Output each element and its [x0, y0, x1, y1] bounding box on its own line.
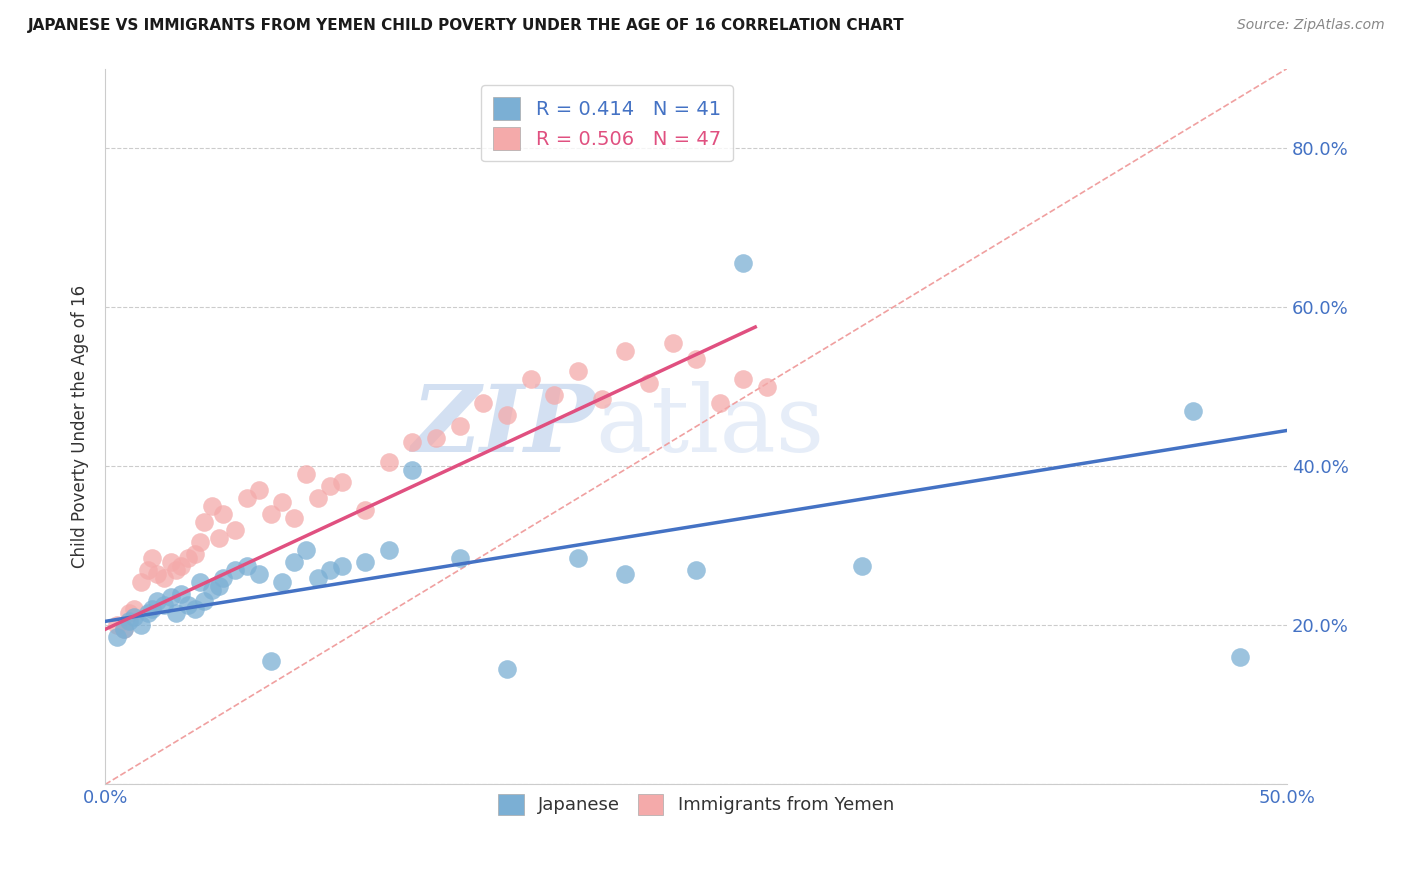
Point — [170, 586, 193, 600]
Point — [160, 555, 183, 569]
Point — [378, 455, 401, 469]
Point — [200, 582, 222, 597]
Point — [160, 591, 183, 605]
Point — [851, 558, 873, 573]
Point — [193, 515, 215, 529]
Point — [354, 555, 377, 569]
Point — [1181, 403, 1204, 417]
Point — [212, 571, 235, 585]
Point — [153, 599, 176, 613]
Point — [146, 566, 169, 581]
Point — [307, 571, 329, 585]
Point — [184, 602, 207, 616]
Point — [638, 376, 661, 390]
Point — [295, 467, 318, 482]
Point — [378, 542, 401, 557]
Point — [496, 662, 519, 676]
Point — [271, 495, 294, 509]
Point — [709, 395, 731, 409]
Point — [295, 542, 318, 557]
Point — [1229, 650, 1251, 665]
Point — [756, 380, 779, 394]
Point — [129, 618, 152, 632]
Point — [283, 511, 305, 525]
Point — [165, 607, 187, 621]
Point — [425, 431, 447, 445]
Point — [188, 574, 211, 589]
Point — [141, 550, 163, 565]
Point — [449, 550, 471, 565]
Point — [136, 563, 159, 577]
Point — [260, 507, 283, 521]
Point — [319, 563, 342, 577]
Point — [260, 654, 283, 668]
Point — [122, 602, 145, 616]
Point — [112, 623, 135, 637]
Point — [519, 372, 541, 386]
Point — [543, 387, 565, 401]
Point — [129, 574, 152, 589]
Point — [146, 594, 169, 608]
Point — [141, 602, 163, 616]
Point — [614, 566, 637, 581]
Text: Source: ZipAtlas.com: Source: ZipAtlas.com — [1237, 18, 1385, 32]
Point — [224, 523, 246, 537]
Point — [591, 392, 613, 406]
Point — [184, 547, 207, 561]
Point — [170, 558, 193, 573]
Point — [136, 607, 159, 621]
Point — [105, 630, 128, 644]
Point — [188, 534, 211, 549]
Point — [614, 343, 637, 358]
Point — [193, 594, 215, 608]
Point — [661, 335, 683, 350]
Point — [401, 463, 423, 477]
Y-axis label: Child Poverty Under the Age of 16: Child Poverty Under the Age of 16 — [72, 285, 89, 568]
Point — [567, 550, 589, 565]
Point — [567, 364, 589, 378]
Point — [733, 372, 755, 386]
Point — [247, 483, 270, 497]
Point — [118, 607, 141, 621]
Point — [354, 503, 377, 517]
Point — [236, 558, 259, 573]
Point — [122, 610, 145, 624]
Point — [105, 618, 128, 632]
Point — [224, 563, 246, 577]
Point — [733, 256, 755, 270]
Text: atlas: atlas — [596, 382, 825, 472]
Text: ZIP: ZIP — [412, 382, 596, 472]
Point — [208, 531, 231, 545]
Point — [208, 578, 231, 592]
Point — [247, 566, 270, 581]
Point — [307, 491, 329, 505]
Point — [236, 491, 259, 505]
Point — [153, 571, 176, 585]
Point — [283, 555, 305, 569]
Text: JAPANESE VS IMMIGRANTS FROM YEMEN CHILD POVERTY UNDER THE AGE OF 16 CORRELATION : JAPANESE VS IMMIGRANTS FROM YEMEN CHILD … — [28, 18, 904, 33]
Point — [165, 563, 187, 577]
Point — [685, 563, 707, 577]
Point — [212, 507, 235, 521]
Point — [685, 351, 707, 366]
Point — [177, 550, 200, 565]
Point — [200, 499, 222, 513]
Point — [449, 419, 471, 434]
Point — [118, 615, 141, 629]
Point — [112, 623, 135, 637]
Point — [319, 479, 342, 493]
Point — [401, 435, 423, 450]
Point — [177, 599, 200, 613]
Point — [496, 408, 519, 422]
Point — [271, 574, 294, 589]
Point — [330, 558, 353, 573]
Point — [472, 395, 495, 409]
Legend: Japanese, Immigrants from Yemen: Japanese, Immigrants from Yemen — [488, 783, 905, 825]
Point — [330, 475, 353, 490]
